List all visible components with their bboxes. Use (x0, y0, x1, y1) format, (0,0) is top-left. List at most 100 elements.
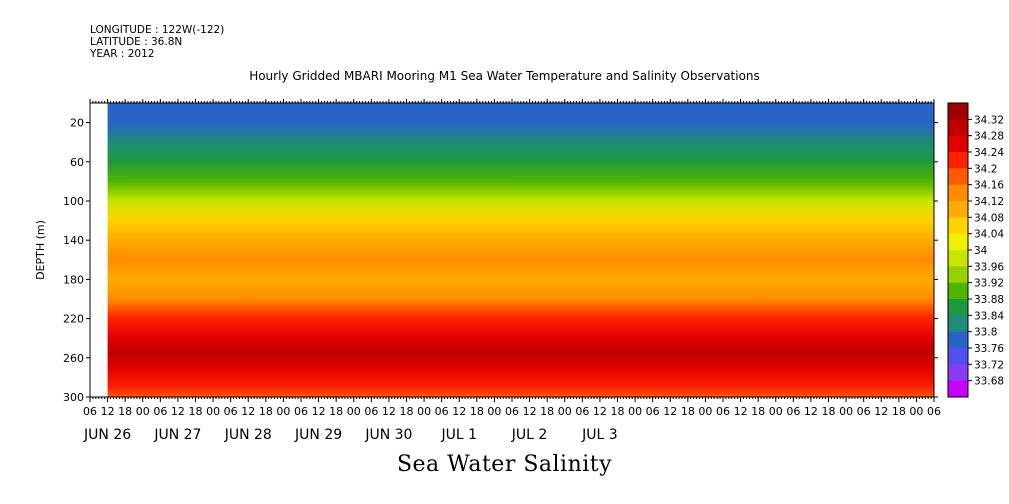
colorbar-label: 34.32 (974, 114, 1004, 126)
colorbar-band (948, 103, 968, 120)
colorbar-label: 34.04 (974, 229, 1004, 241)
x-tick-label: 00 (698, 405, 712, 418)
x-tick-label: 06 (716, 405, 730, 418)
colorbar-band (948, 184, 968, 202)
x-tick-label: 18 (189, 405, 203, 418)
colorbar-band (948, 119, 968, 137)
colorbar-label: 33.8 (974, 327, 997, 339)
x-tick-label: 00 (347, 405, 361, 418)
chart-title: Hourly Gridded MBARI Mooring M1 Sea Wate… (249, 69, 760, 83)
x-tick-label: 12 (593, 405, 607, 418)
colorbar-band (948, 331, 968, 349)
colorbar-band (948, 315, 968, 333)
colorbar-band (948, 152, 968, 169)
x-tick-label: 06 (364, 405, 378, 418)
colorbar-label: 33.68 (974, 376, 1004, 388)
x-tick-label: 00 (276, 405, 290, 418)
x-day-label: JUN 29 (294, 427, 342, 443)
y-tick-label: 140 (63, 234, 84, 247)
x-tick-label: 18 (540, 405, 554, 418)
y-tick-label: 260 (63, 352, 84, 365)
x-day-label: JUN 30 (364, 427, 412, 443)
colorbar-band (948, 250, 968, 267)
colorbar-band (948, 233, 968, 251)
colorbar-band (948, 348, 968, 365)
x-tick-label: 00 (769, 405, 783, 418)
colorbar: 34.32 34.28 34.24 34.2 34.16 34.12 34.08 34.04 3… (947, 102, 1004, 398)
y-tick-label: 180 (63, 273, 84, 286)
y-axis: 20 60 100 140 180 220 260 300 (63, 117, 938, 404)
colorbar-band (948, 135, 968, 153)
x-tick-label: 00 (417, 405, 431, 418)
x-tick-label: 12 (312, 405, 326, 418)
x-tick-label: 12 (734, 405, 748, 418)
x-tick-label: 18 (892, 405, 906, 418)
x-tick-label: 06 (83, 405, 97, 418)
x-tick-label: 06 (505, 405, 519, 418)
y-tick-label: 100 (63, 195, 84, 208)
x-day-label: JUN 28 (224, 427, 272, 443)
latitude-label: LATITUDE : 36.8N (90, 36, 183, 48)
colorbar-label: 33.88 (974, 294, 1004, 306)
y-axis-title: DEPTH (m) (34, 220, 47, 280)
x-tick-label: 12 (171, 405, 185, 418)
x-tick-label: 06 (153, 405, 167, 418)
x-day-label: JUN 26 (83, 427, 131, 443)
colorbar-band (948, 168, 968, 186)
colorbar-label: 34.08 (974, 212, 1004, 224)
x-tick-label: 18 (259, 405, 273, 418)
colorbar-label: 33.92 (974, 278, 1004, 290)
x-tick-label: 18 (611, 405, 625, 418)
x-tick-label: 06 (224, 405, 238, 418)
x-tick-label: 06 (786, 405, 800, 418)
colorbar-label: 34.16 (974, 180, 1004, 192)
x-tick-label: 12 (241, 405, 255, 418)
x-tick-label: 18 (400, 405, 414, 418)
x-tick-label: 18 (751, 405, 765, 418)
x-tick-label: 00 (839, 405, 853, 418)
year-label: YEAR : 2012 (90, 48, 155, 60)
x-tick-label: 12 (523, 405, 537, 418)
colorbar-label: 33.72 (974, 359, 1004, 371)
colorbar-band (948, 364, 968, 382)
x-tick-label: 00 (558, 405, 572, 418)
x-tick-label: 00 (628, 405, 642, 418)
x-tick-label: 06 (294, 405, 308, 418)
colorbar-label: 34.2 (974, 163, 997, 175)
y-tick-label: 20 (70, 117, 84, 130)
x-tick-label: 12 (382, 405, 396, 418)
colorbar-band (948, 217, 968, 235)
x-day-label: JUL 2 (511, 427, 548, 443)
colorbar-band (948, 201, 968, 218)
x-tick-label: 06 (435, 405, 449, 418)
x-tick-label: 12 (101, 405, 115, 418)
y-tick-label: 220 (63, 313, 84, 326)
x-tick-label: 06 (857, 405, 871, 418)
x-tick-label: 12 (804, 405, 818, 418)
x-tick-label: 18 (118, 405, 132, 418)
x-tick-label: 18 (681, 405, 695, 418)
x-tick-label: 00 (136, 405, 150, 418)
x-tick-label: 06 (646, 405, 660, 418)
x-day-label: JUN 27 (153, 427, 201, 443)
x-axis-title: Sea Water Salinity (396, 452, 613, 477)
colorbar-label: 34.12 (974, 196, 1004, 208)
colorbar-band (948, 266, 968, 284)
x-tick-label: 06 (575, 405, 589, 418)
x-tick-label: 18 (822, 405, 836, 418)
x-day-label: JUL 3 (581, 427, 618, 443)
colorbar-label: 33.96 (974, 261, 1004, 273)
salinity-field (107, 103, 935, 397)
colorbar-band (948, 380, 968, 398)
colorbar-label: 34.28 (974, 131, 1004, 143)
x-tick-label: 00 (206, 405, 220, 418)
longitude-label: LONGITUDE : 122W(-122) (90, 24, 225, 36)
colorbar-band (948, 282, 968, 300)
x-tick-label: 00 (487, 405, 501, 418)
x-tick-label: 00 (909, 405, 923, 418)
colorbar-label: 33.76 (974, 343, 1004, 355)
colorbar-label: 34 (974, 245, 988, 257)
x-tick-label: 18 (329, 405, 343, 418)
x-tick-label: 06 (927, 405, 941, 418)
